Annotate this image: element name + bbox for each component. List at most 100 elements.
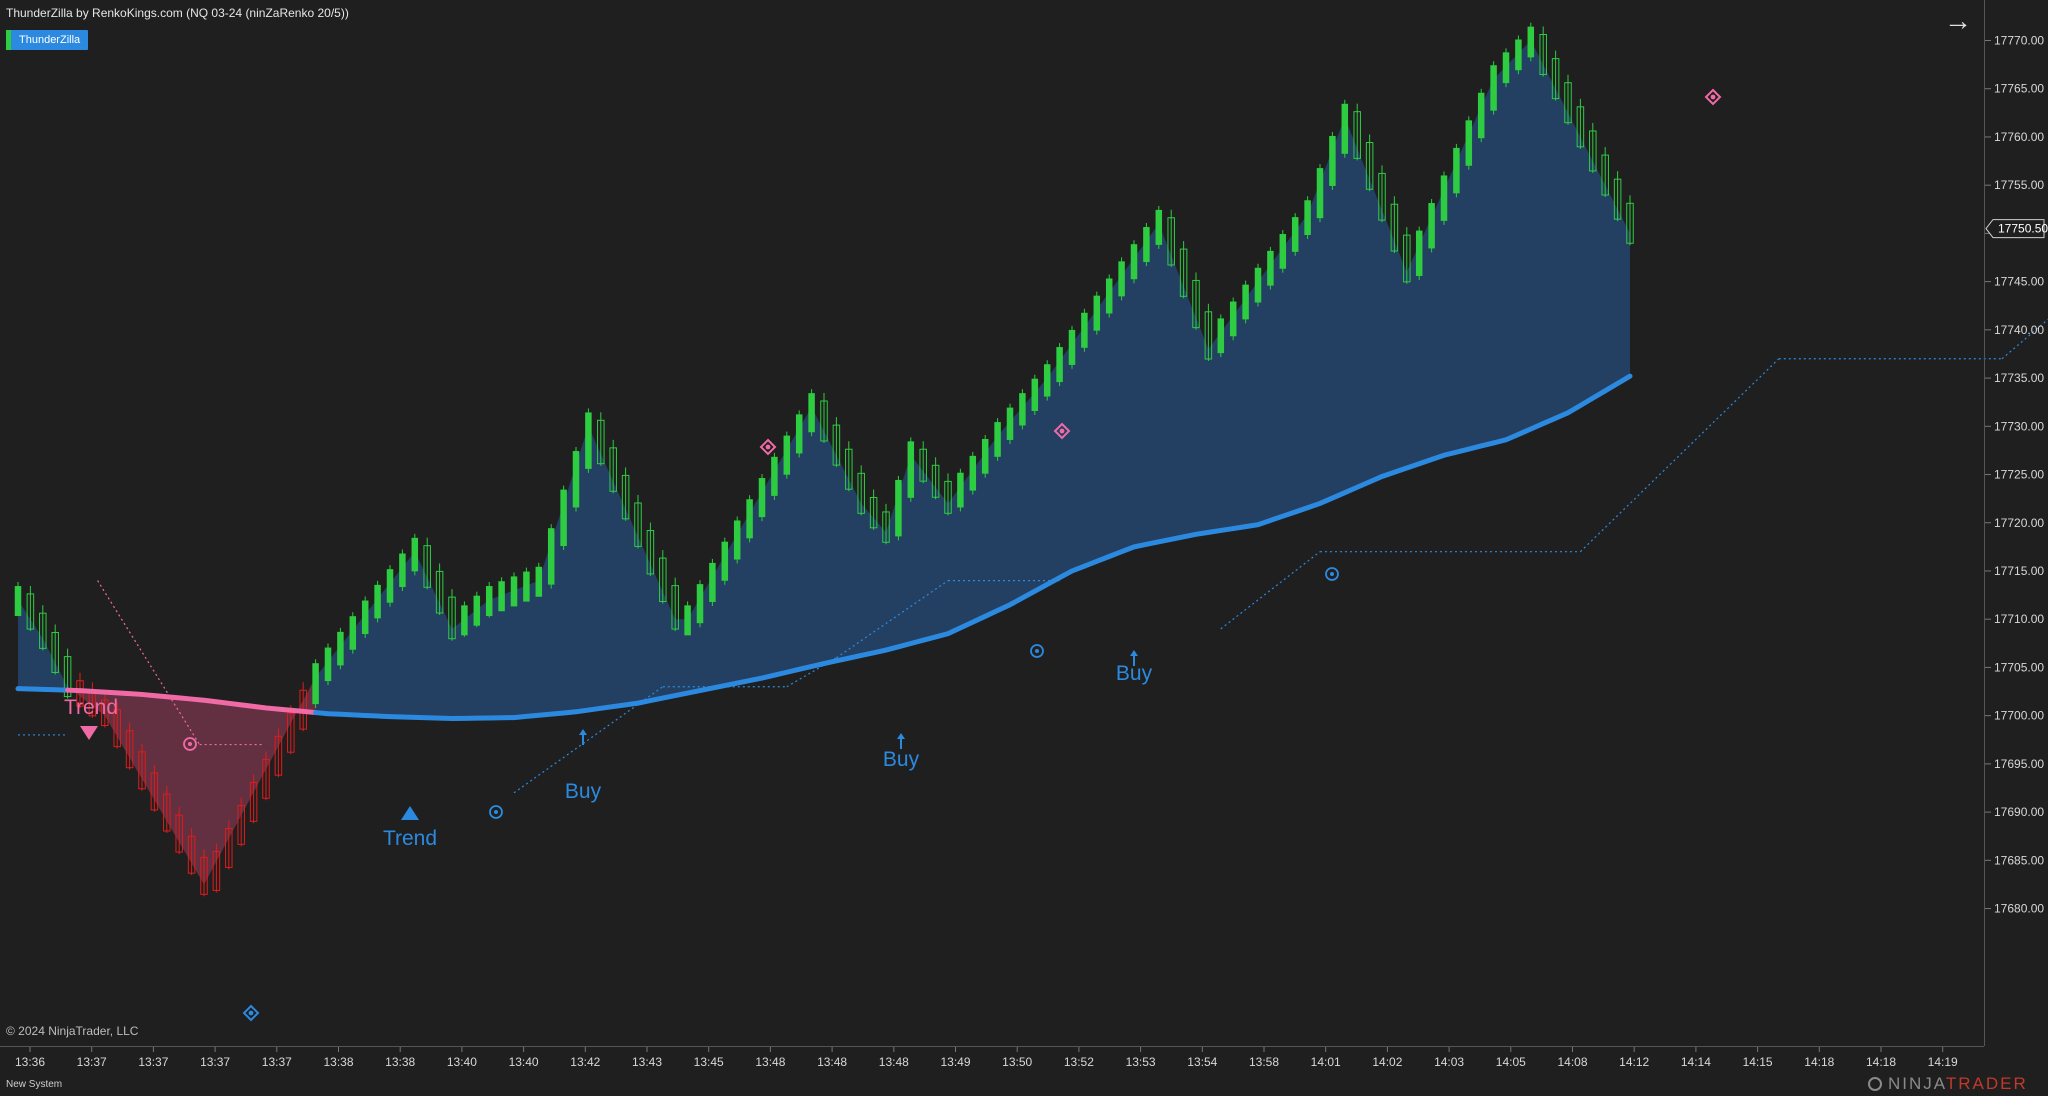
- trend-up-triangle-icon: [401, 806, 419, 820]
- time-tick-label: 13:58: [1249, 1055, 1279, 1069]
- time-tick-label: 13:37: [262, 1055, 292, 1069]
- time-tick-label: 14:03: [1434, 1055, 1464, 1069]
- time-tick-label: 14:01: [1311, 1055, 1341, 1069]
- time-tick-label: 13:48: [879, 1055, 909, 1069]
- target-circle-icon: [1030, 644, 1044, 658]
- indicator-color-stripe: [6, 30, 11, 50]
- time-tick-label: 13:50: [1002, 1055, 1032, 1069]
- price-axis[interactable]: 17770.0017765.0017760.0017755.0017750.00…: [1984, 34, 2048, 916]
- time-tick-label: 13:40: [509, 1055, 539, 1069]
- price-tick-label: 17745.00: [1994, 275, 2044, 289]
- time-tick-label: 14:12: [1619, 1055, 1649, 1069]
- time-tick-label: 13:42: [570, 1055, 600, 1069]
- indicator-label: ThunderZilla: [19, 34, 81, 46]
- target-circle-icon: [489, 805, 503, 819]
- time-tick-label: 13:52: [1064, 1055, 1094, 1069]
- pivot-diamond-icon: [759, 438, 777, 456]
- time-tick-label: 13:38: [385, 1055, 415, 1069]
- time-axis-border: [0, 1046, 1984, 1047]
- cloud-band: [315, 40, 1631, 719]
- time-tick-label: 14:05: [1496, 1055, 1526, 1069]
- chart-title: ThunderZilla by RenkoKings.com (NQ 03-24…: [6, 6, 349, 20]
- target-circle-dot: [1035, 649, 1039, 653]
- time-tick-label: 14:08: [1557, 1055, 1587, 1069]
- target-circle-dot: [494, 810, 498, 814]
- buy-arrow-head: [897, 733, 905, 739]
- trailing-stop-up: [2001, 318, 2048, 360]
- trend-line-up: [15, 686, 71, 693]
- time-tick-label: 13:49: [940, 1055, 970, 1069]
- time-tick-label: 14:18: [1804, 1055, 1834, 1069]
- last-price-label: 17750.50: [1998, 222, 2048, 236]
- signal-labels: Trend Trend Buy Buy Buy: [64, 662, 1153, 850]
- time-tick-label: 14:15: [1743, 1055, 1773, 1069]
- price-tick-label: 17690.00: [1994, 805, 2044, 819]
- time-tick-label: 13:38: [323, 1055, 353, 1069]
- price-tick-label: 17765.00: [1994, 82, 2044, 96]
- trend-down-triangle-icon: [80, 726, 98, 740]
- last-price-badge: [1985, 219, 2045, 239]
- buy-arrow-head: [579, 729, 587, 735]
- price-tick-label: 17760.00: [1994, 130, 2044, 144]
- arrow-right-icon[interactable]: →: [1944, 5, 1972, 36]
- pivot-diamond-dot: [1059, 428, 1065, 434]
- time-tick-label: 14:14: [1681, 1055, 1711, 1069]
- copyright-text: © 2024 NinjaTrader, LLC: [6, 1024, 139, 1038]
- trend-cloud: [18, 40, 1631, 885]
- pivot-diamond-icon: [242, 1004, 260, 1022]
- trend-line: [15, 373, 1633, 722]
- time-tick-label: 14:19: [1928, 1055, 1958, 1069]
- buy-arrow-head: [1130, 650, 1138, 656]
- target-circle-icon: [183, 737, 197, 751]
- time-tick-label: 13:54: [1187, 1055, 1217, 1069]
- ninjatrader-logo-icon: [1868, 1077, 1882, 1091]
- time-tick-label: 13:36: [15, 1055, 45, 1069]
- price-tick-label: 17725.00: [1994, 468, 2044, 482]
- brand-logo: NINJATRADER: [1868, 1074, 2028, 1094]
- price-axis-border: [1984, 0, 1985, 1046]
- pivot-diamond-icon: [1704, 88, 1722, 106]
- time-tick-label: 13:53: [1126, 1055, 1156, 1069]
- signal-markers: [80, 88, 1722, 1022]
- target-circle-dot: [188, 742, 192, 746]
- signal-label-buy: Buy: [1116, 662, 1153, 685]
- price-tick-label: 17715.00: [1994, 564, 2044, 578]
- price-tick-label: 17770.00: [1994, 34, 2044, 48]
- price-tick-label: 17735.00: [1994, 371, 2044, 385]
- signal-label-trend: Trend: [383, 827, 437, 850]
- price-tick-label: 17680.00: [1994, 902, 2044, 916]
- time-tick-label: 13:43: [632, 1055, 662, 1069]
- time-tick-label: 14:18: [1866, 1055, 1896, 1069]
- price-tick-label: 17705.00: [1994, 660, 2044, 674]
- signal-label-buy: Buy: [565, 780, 602, 803]
- status-text: New System: [6, 1079, 63, 1090]
- pivot-diamond-dot: [1710, 94, 1716, 100]
- renko-candles: [14, 22, 1634, 897]
- price-tick-label: 17695.00: [1994, 757, 2044, 771]
- trend-line-up: [313, 373, 1633, 722]
- target-circle-icon: [1325, 567, 1339, 581]
- time-axis[interactable]: 13:36 13:37 13:37 13:37 13:37 13:38 13:38 13:40…: [15, 1046, 1958, 1069]
- time-tick-label: 14:02: [1372, 1055, 1402, 1069]
- time-tick-label: 13:40: [447, 1055, 477, 1069]
- price-tick-label: 17700.00: [1994, 709, 2044, 723]
- target-circle-dot: [1330, 572, 1334, 576]
- trailing-stop-up: [1220, 551, 1321, 630]
- price-tick-label: 17755.00: [1994, 178, 2044, 192]
- pivot-diamond-icon: [1053, 422, 1071, 440]
- price-tick-label: 17685.00: [1994, 853, 2044, 867]
- time-tick-label: 13:37: [138, 1055, 168, 1069]
- time-tick-label: 13:37: [77, 1055, 107, 1069]
- signal-label-trend: Trend: [64, 696, 118, 719]
- signal-label-buy: Buy: [883, 748, 920, 771]
- price-tick-label: 17710.00: [1994, 612, 2044, 626]
- time-tick-label: 13:48: [817, 1055, 847, 1069]
- trailing-stop-up: [513, 686, 664, 794]
- time-tick-label: 13:37: [200, 1055, 230, 1069]
- price-tick-label: 17720.00: [1994, 516, 2044, 530]
- indicator-button[interactable]: ThunderZilla: [6, 30, 89, 50]
- price-tick-label: 17730.00: [1994, 419, 2044, 433]
- trailing-stop-up: [1579, 358, 1780, 553]
- trend-line-down: [65, 687, 319, 716]
